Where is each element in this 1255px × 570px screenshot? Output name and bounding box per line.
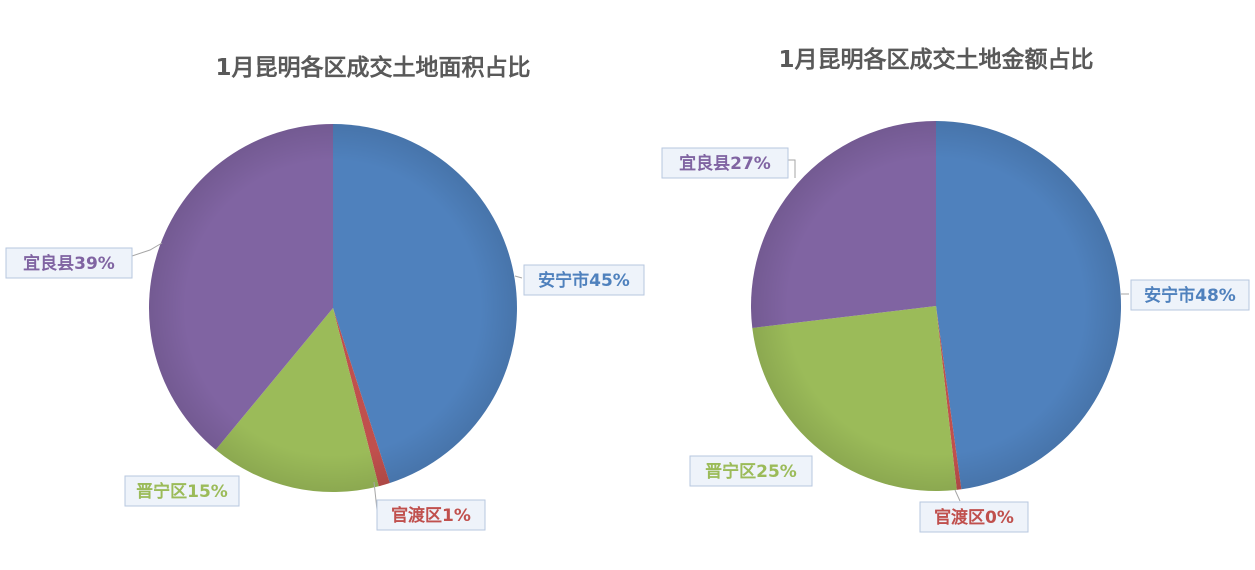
amount-label-box-yiliang [661,147,789,179]
amount-data-label-jinning: 晋宁区25% [705,461,797,482]
area-pie-shading [149,124,517,492]
area-data-label-guandu: 官渡区1% [391,505,471,526]
area-pie: 安宁市45% 官渡区1% 晋宁区15% 宜良县39% [5,124,645,531]
amount-leader-line-guandu [954,489,961,502]
amount-pie-shading [751,121,1121,491]
amount-data-label-guandu: 官渡区0% [934,507,1014,528]
area-data-label-anning: 安宁市45% [538,270,630,291]
amount-label-box-anning [1130,279,1250,311]
amount-pie-chart: 1月昆明各区成交土地金额占比 安宁市48% 官渡区0% 晋宁区25% 宜良县27% [661,46,1250,533]
area-label-box-guandu [376,499,486,531]
amount-label-box-jinning [689,455,813,487]
amount-leader-line-yiliang [788,159,796,178]
amount-chart-title: 1月昆明各区成交土地金额占比 [778,46,1093,73]
area-label-box-anning [523,264,645,296]
amount-label-box-guandu [919,501,1029,533]
area-data-label-jinning: 晋宁区15% [136,481,228,502]
area-pie-chart: 1月昆明各区成交土地面积占比 安宁市45% 官渡区1% 晋宁区15% 宜良县39% [5,54,645,531]
area-label-box-yiliang [5,247,133,279]
area-leader-line-anning [514,275,523,279]
amount-data-label-yiliang: 宜良县27% [679,153,771,174]
amount-pie: 安宁市48% 官渡区0% 晋宁区25% 宜良县27% [661,120,1250,533]
area-chart-title: 1月昆明各区成交土地面积占比 [215,54,530,81]
area-label-box-jinning [124,475,240,507]
area-data-label-yiliang: 宜良县39% [23,253,115,274]
area-leader-line-yiliang [131,242,163,257]
amount-data-label-anning: 安宁市48% [1144,285,1236,306]
